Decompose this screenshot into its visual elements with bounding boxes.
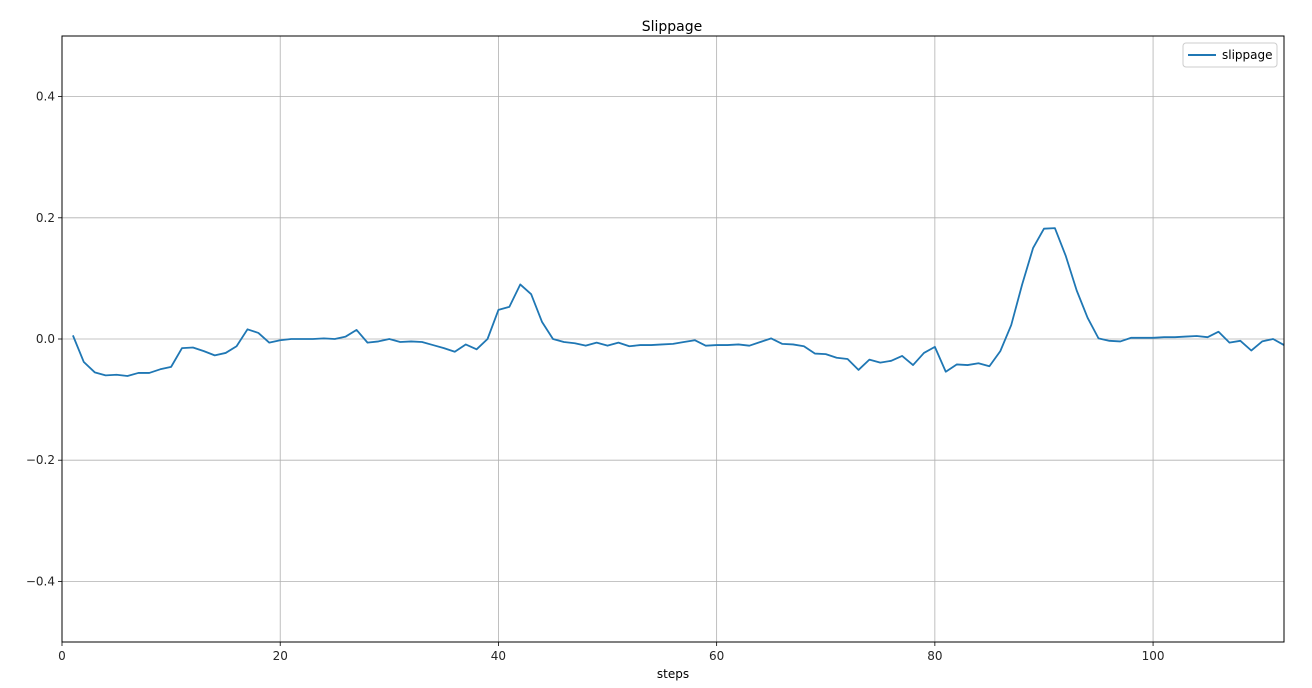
plot-frame — [61, 35, 1285, 643]
x-axis-label: steps — [657, 667, 689, 681]
axis-ticks: 0 20 40 60 80 100 −0.4 −0.2 0.0 0.2 0.4 — [26, 90, 1165, 663]
y-tick-label: 0.4 — [36, 90, 55, 104]
series-layer — [72, 227, 1284, 377]
legend: slippage — [1182, 42, 1278, 68]
grid-lines — [61, 36, 1284, 642]
x-tick-label: 0 — [58, 649, 66, 663]
x-tick-label: 100 — [1142, 649, 1165, 663]
legend-label-slippage: slippage — [1222, 48, 1273, 62]
legend-box — [1182, 42, 1278, 68]
chart-title: Slippage — [642, 19, 703, 35]
y-tick-label: 0.0 — [36, 332, 55, 346]
x-tick-label: 40 — [491, 649, 506, 663]
x-tick-label: 60 — [709, 649, 724, 663]
series-line-slippage — [72, 227, 1284, 377]
x-tick-label: 80 — [927, 649, 942, 663]
x-tick-label: 20 — [273, 649, 288, 663]
y-tick-label: −0.2 — [26, 453, 55, 467]
y-tick-label: 0.2 — [36, 211, 55, 225]
y-tick-label: −0.4 — [26, 574, 55, 588]
